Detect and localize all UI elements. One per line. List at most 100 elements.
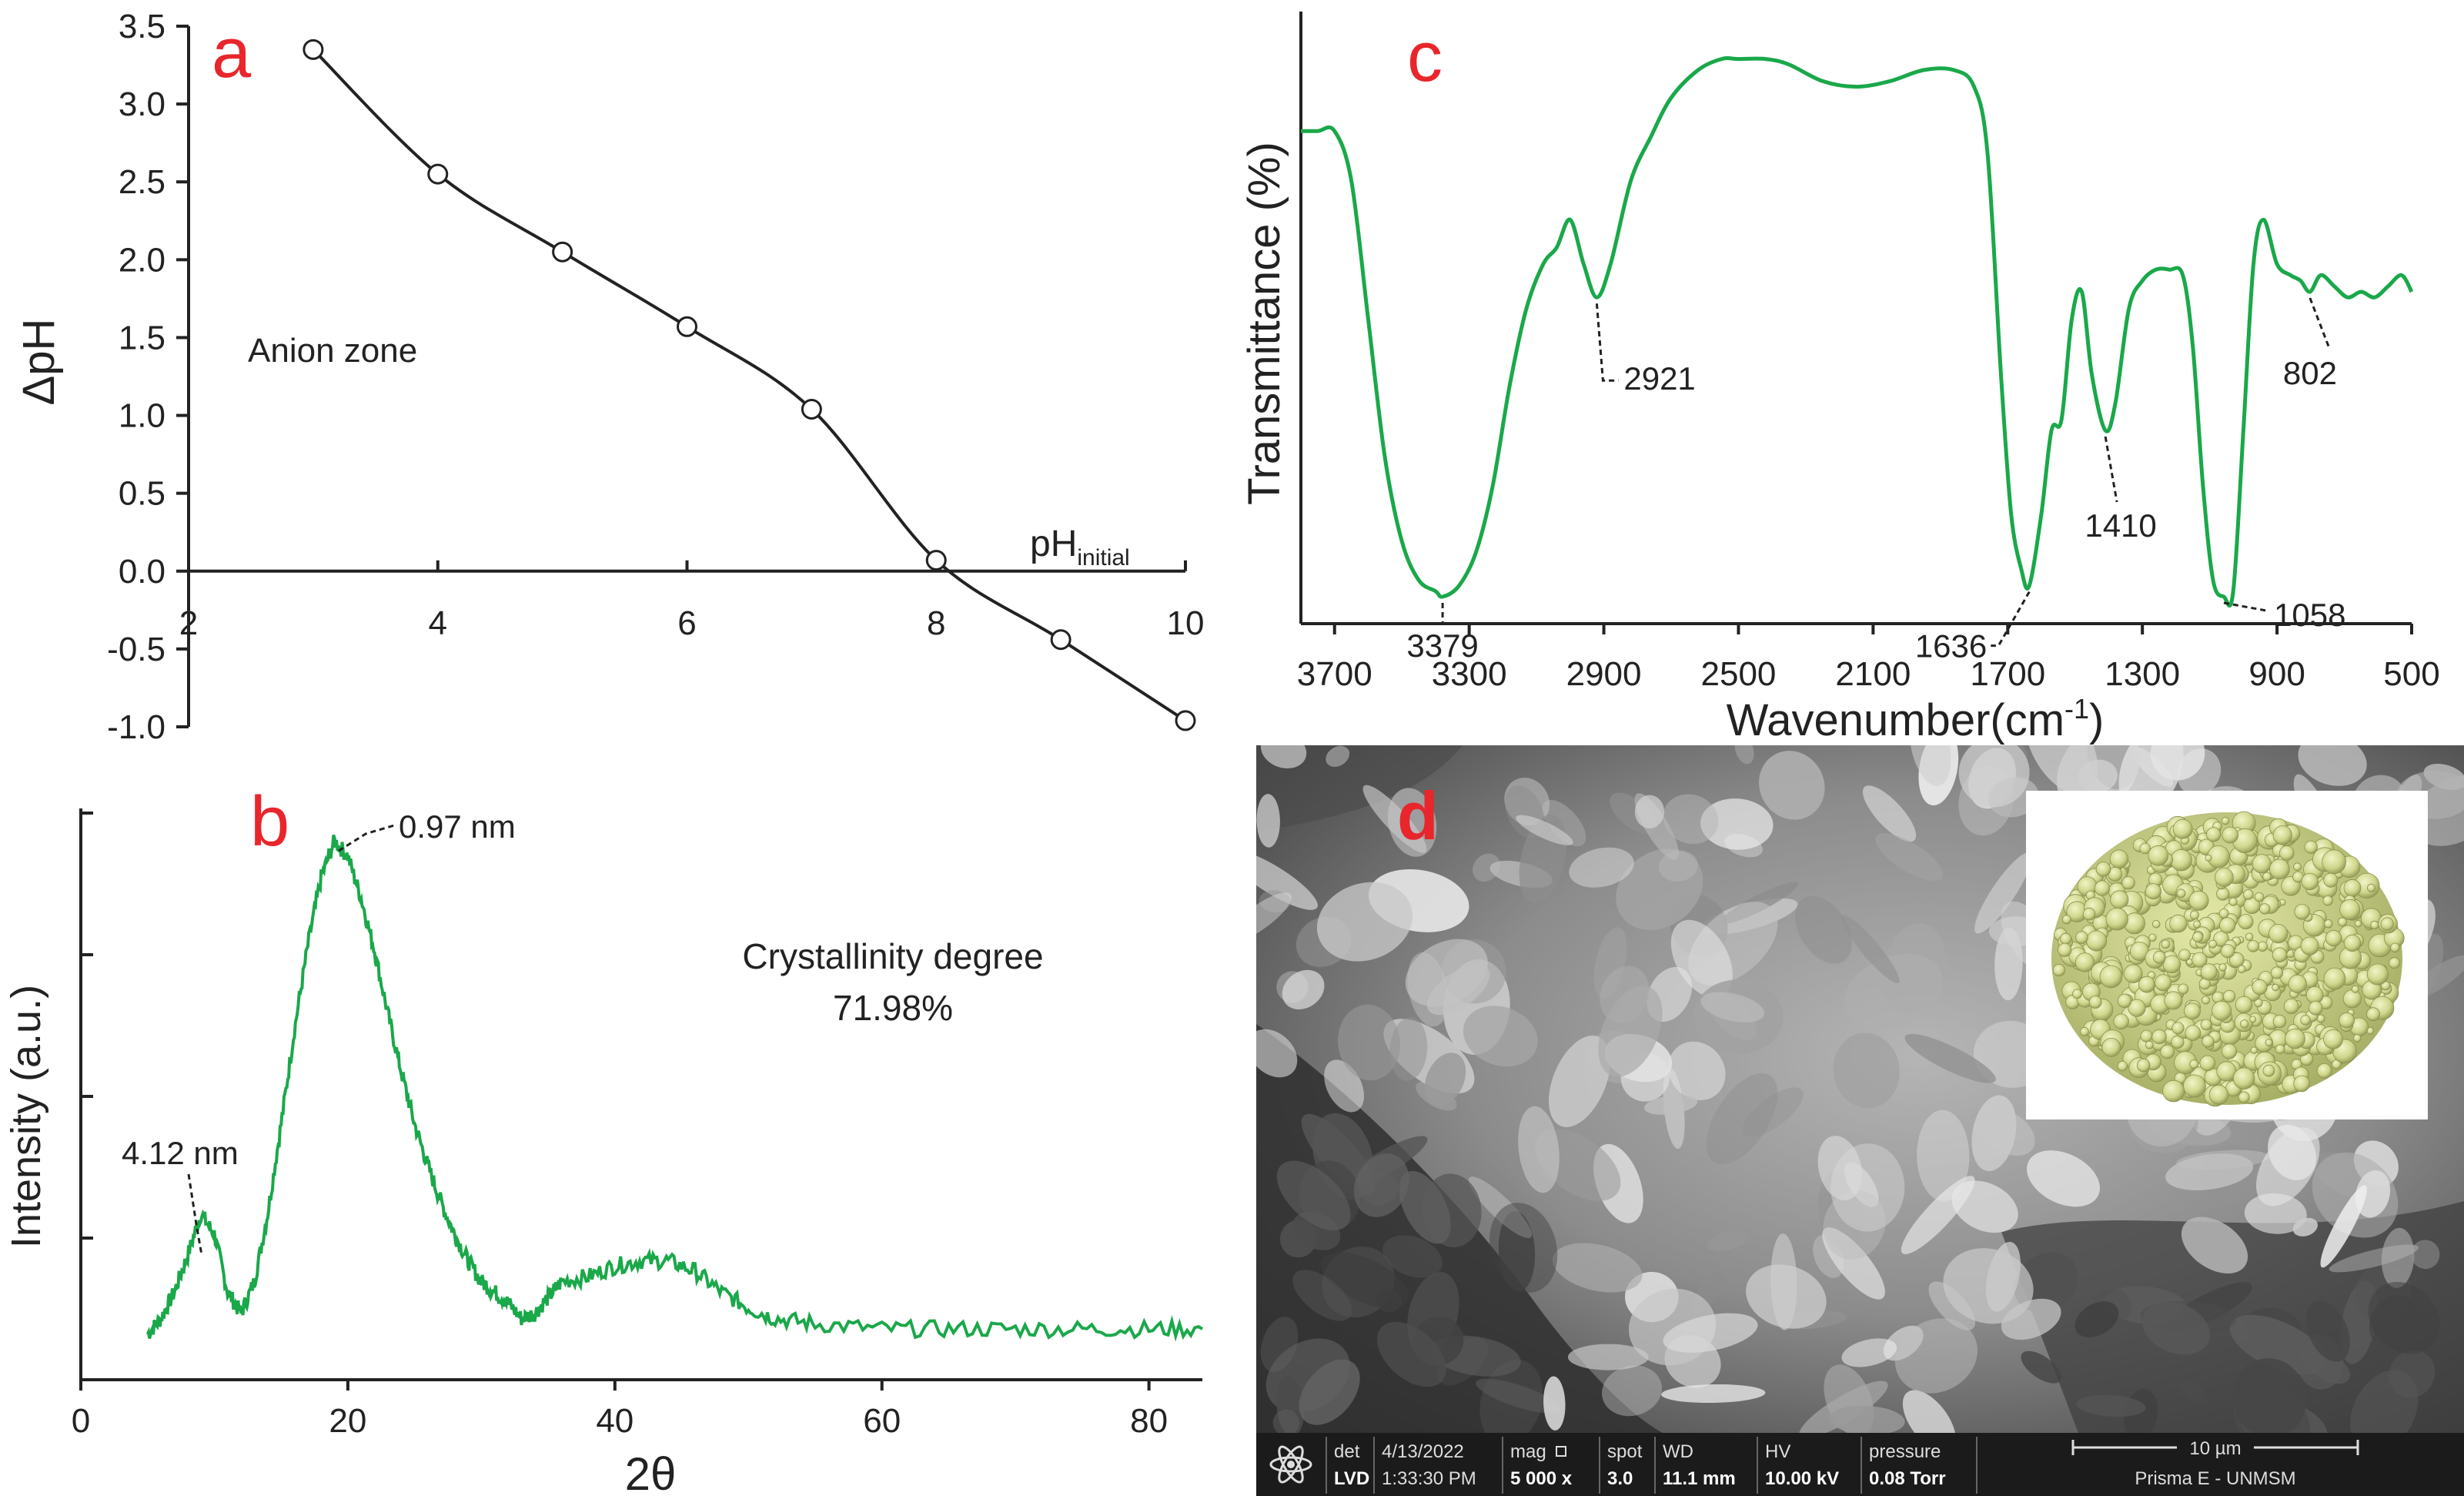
sem-pressure-label: pressure <box>1869 1441 1941 1462</box>
sem-particle <box>1943 1248 2034 1324</box>
pellet-granule <box>2293 862 2302 872</box>
sem-particle <box>1260 745 1307 768</box>
panel-c-xtick-label: 1700 <box>1970 655 2045 693</box>
sem-particle <box>1794 895 1852 964</box>
panel-b-curve <box>145 834 1204 1342</box>
pellet-granule <box>2339 899 2361 920</box>
sem-particle <box>1974 852 2032 934</box>
sem-particle <box>1382 1235 1443 1278</box>
pellet-granule <box>2221 817 2230 825</box>
pellet-granule <box>2185 1025 2202 1041</box>
panel-a-data-point <box>801 398 822 420</box>
sem-particle <box>1518 1106 1560 1193</box>
panel-a-ytick-label: 2.5 <box>119 163 165 201</box>
panel-a-data-point <box>1175 710 1196 731</box>
sem-particle <box>1658 850 1698 882</box>
sem-particle <box>1894 1318 1978 1394</box>
sem-hv-value: 10.00 kV <box>1765 1468 1839 1489</box>
sem-particle <box>1643 1094 1698 1115</box>
panel-b-xtick-label: 40 <box>596 1402 634 1440</box>
pellet-granule <box>2228 897 2238 906</box>
sem-mag-value: 5 000 x <box>1510 1468 1573 1489</box>
sem-particle <box>1326 745 1350 768</box>
panel-c-xtick-label: 2500 <box>1701 655 1777 693</box>
sem-particle <box>1424 1053 1466 1106</box>
sem-particle <box>1634 795 1665 828</box>
pellet-granule <box>2170 848 2192 872</box>
sem-particle <box>2320 1185 2367 1268</box>
pellet-granule <box>2060 932 2072 945</box>
pellet-granule <box>2337 917 2347 927</box>
sem-info-bar-bg <box>1256 1433 2464 1496</box>
sem-particle <box>1426 964 1490 1016</box>
pellet-granule <box>2178 949 2191 962</box>
pellet-granule <box>2095 862 2111 877</box>
panel-c-xtick-label: 3700 <box>1297 655 1372 693</box>
sem-particle <box>1909 745 1951 787</box>
panel-b-leader-0 <box>338 824 395 852</box>
pellet-granule <box>2237 965 2246 974</box>
pellet-granule <box>2201 996 2210 1005</box>
pellet-granule <box>2184 1002 2201 1020</box>
sem-particle <box>2024 745 2098 795</box>
pellet-granule <box>2216 887 2230 901</box>
sem-particle <box>1569 847 1634 888</box>
sem-particle <box>1902 1390 1956 1433</box>
sem-particle <box>1862 785 1917 842</box>
pellet-granule <box>2199 1055 2216 1072</box>
sem-particle <box>1706 1073 1778 1165</box>
pellet-granule <box>2239 1019 2249 1029</box>
pellet-granule <box>2192 952 2208 968</box>
pellet-granule <box>2206 827 2222 842</box>
sem-particle <box>1707 1230 1750 1252</box>
pellet-granule <box>2176 889 2186 899</box>
pellet-granule <box>2205 854 2212 862</box>
sem-particle <box>1598 986 1663 1077</box>
pellet-granule <box>2294 904 2311 920</box>
pellet-granule <box>2208 1085 2229 1105</box>
sem-particle <box>2027 1150 2100 1207</box>
sem-particle <box>1742 1087 1804 1138</box>
sem-particle <box>1828 1405 1905 1433</box>
sem-scale-label: 10 µm <box>2189 1438 2241 1459</box>
pellet-granule <box>2151 1029 2167 1045</box>
panel-a-data-point <box>427 163 449 185</box>
sem-particle <box>1316 882 1413 962</box>
pellet-granule <box>2219 917 2236 934</box>
sem-particle <box>2075 1301 2119 1338</box>
sem-particle <box>1734 745 1754 765</box>
panel-c-peak-leader <box>2309 297 2331 349</box>
panel-a-axes: 3.5 3.0 2.5 2.0 1.5 1.0 0.5 0.0 -0.5 -1.0 2 4 6 8 10 <box>107 8 1204 746</box>
pellet-granule <box>2254 892 2265 902</box>
panel-a-ytick-label: 2.0 <box>119 241 165 279</box>
panel-b-xtick-label: 20 <box>329 1402 366 1440</box>
pellet-granule <box>2242 889 2254 900</box>
sem-particle <box>1473 853 1500 882</box>
pellet-granule <box>2086 930 2108 952</box>
pellet-granule <box>2123 964 2143 983</box>
pellet-granule <box>2178 983 2189 995</box>
panel-a-data-point <box>925 550 947 571</box>
panel-a-annotation: Anion zone <box>248 332 417 370</box>
panel-b: 0 20 40 60 80 b Crystallinity degree 71.98% … <box>3 782 1204 1496</box>
pellet-granule <box>2366 963 2389 986</box>
sem-particle <box>1463 1006 1538 1067</box>
panel-c-xtick-label: 900 <box>2248 655 2305 693</box>
pellet-granule <box>2140 1029 2153 1043</box>
pellet-granule <box>2293 1075 2311 1093</box>
pellet-granule <box>2208 939 2218 949</box>
panel-d: d det LVD 4/13/2022 <box>1256 745 2464 1496</box>
pellet-granule <box>2094 880 2111 896</box>
pellet-granule <box>2323 967 2346 990</box>
pellet-granule <box>2245 932 2254 942</box>
pellet-granule <box>2366 1007 2381 1022</box>
pellet-granule <box>2121 875 2135 890</box>
sem-particle <box>1552 1243 1643 1293</box>
sem-particle <box>1256 1029 1298 1078</box>
pellet-granule <box>2162 1079 2185 1103</box>
pellet-granule <box>2270 966 2283 979</box>
sem-particle <box>1833 1032 1900 1109</box>
pellet-granule <box>2342 989 2362 1009</box>
sem-particle <box>1353 1153 1409 1217</box>
panel-b-xlabel: 2θ <box>625 1448 677 1496</box>
